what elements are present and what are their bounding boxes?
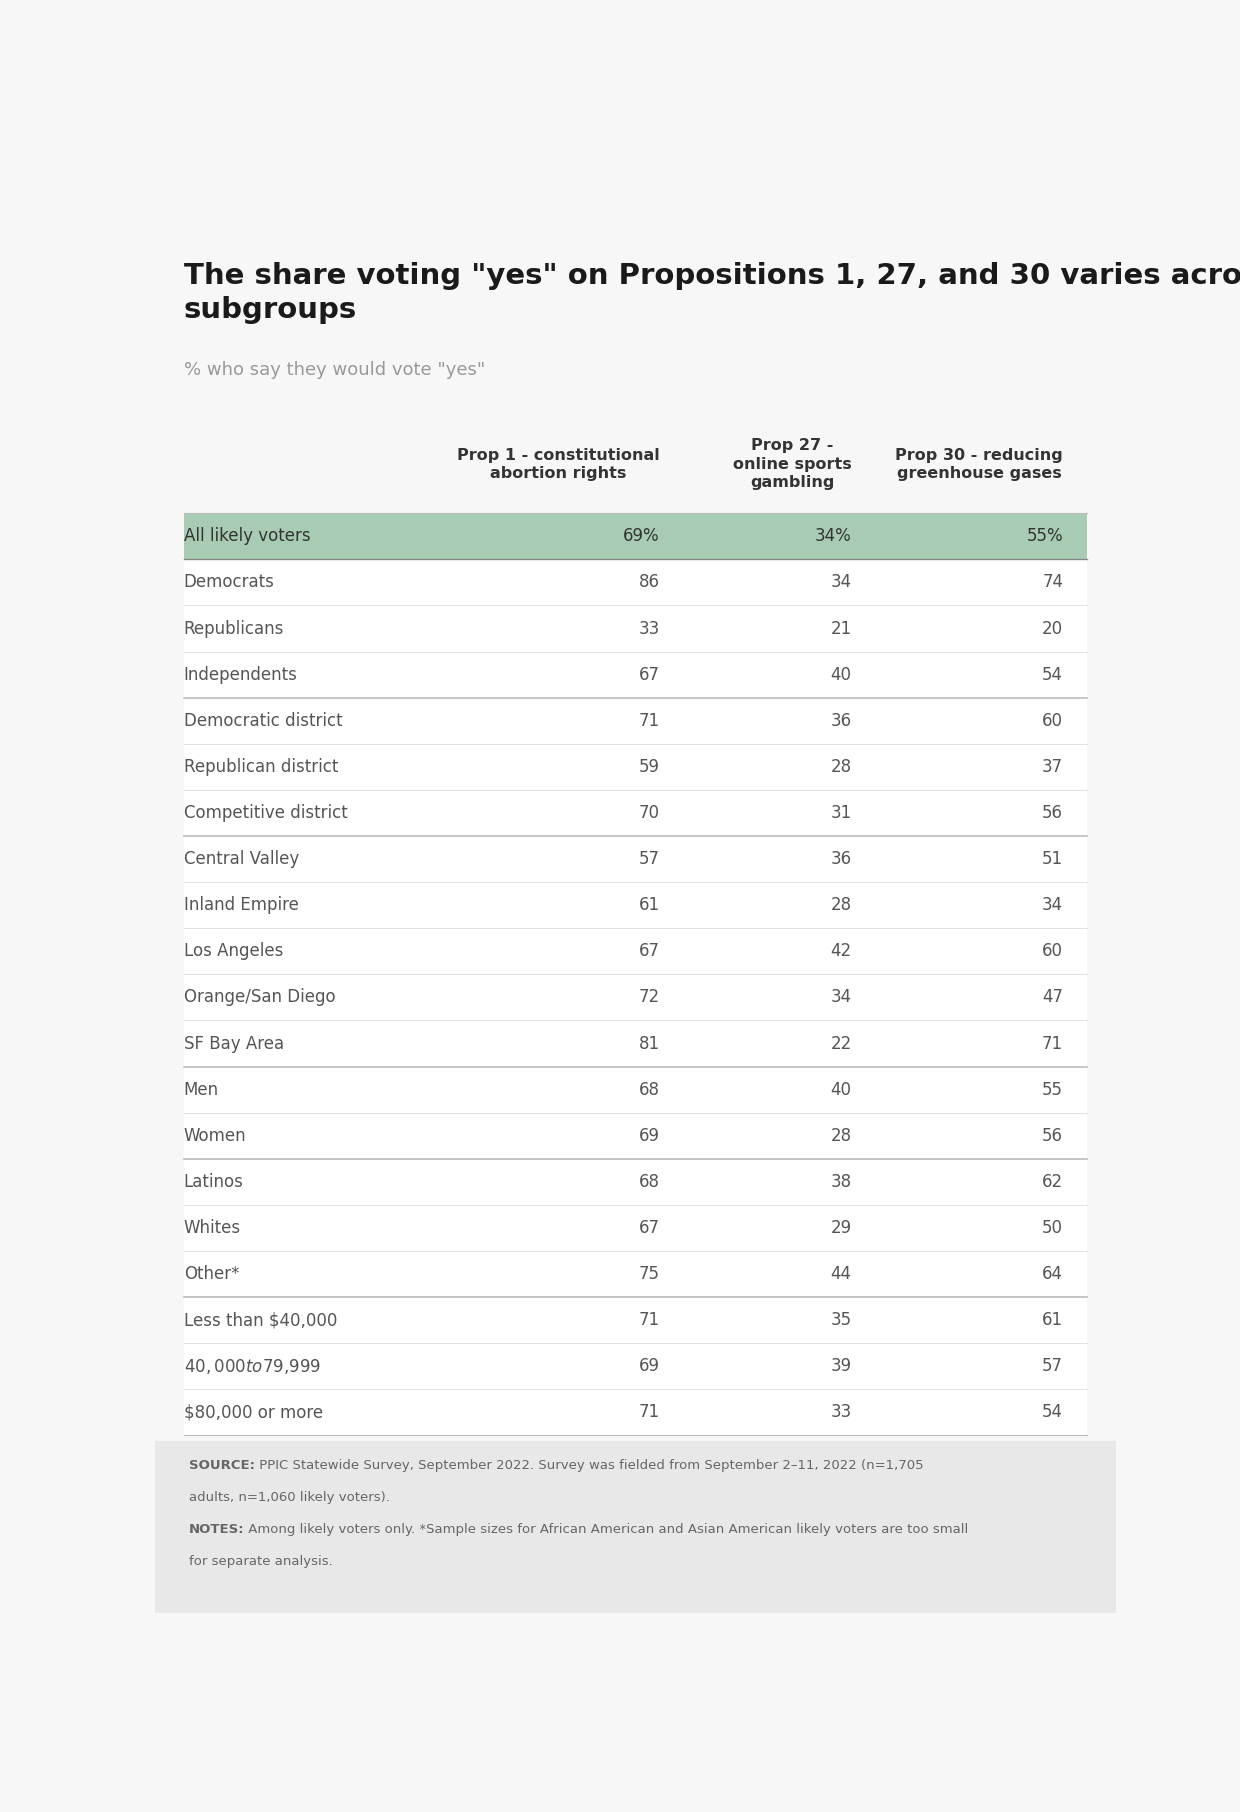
Text: for separate analysis.: for separate analysis. [188, 1555, 332, 1569]
Text: SF Bay Area: SF Bay Area [184, 1035, 284, 1053]
Text: 68: 68 [639, 1080, 660, 1098]
Text: 64: 64 [1042, 1265, 1063, 1283]
Text: 69: 69 [639, 1357, 660, 1375]
Text: 57: 57 [1042, 1357, 1063, 1375]
Text: 29: 29 [831, 1219, 852, 1238]
Text: $40,000 to $79,999: $40,000 to $79,999 [184, 1357, 321, 1375]
Text: 71: 71 [639, 1312, 660, 1330]
Bar [155, 1441, 1116, 1613]
Text: Independents: Independents [184, 665, 298, 683]
Text: 75: 75 [639, 1265, 660, 1283]
Text: 71: 71 [1042, 1035, 1063, 1053]
Text: 20: 20 [1042, 620, 1063, 638]
Text: Whites: Whites [184, 1219, 241, 1238]
Text: 51: 51 [1042, 850, 1063, 868]
Text: Competitive district: Competitive district [184, 805, 347, 823]
Text: 56: 56 [1042, 1127, 1063, 1145]
Text: 69: 69 [639, 1127, 660, 1145]
Text: 50: 50 [1042, 1219, 1063, 1238]
Text: 47: 47 [1042, 988, 1063, 1006]
Text: 34%: 34% [815, 527, 852, 545]
Text: 40: 40 [831, 1080, 852, 1098]
Text: 28: 28 [831, 757, 852, 776]
Text: 60: 60 [1042, 942, 1063, 960]
Text: 55%: 55% [1027, 527, 1063, 545]
Text: 21: 21 [831, 620, 852, 638]
Text: 67: 67 [639, 1219, 660, 1238]
Text: Prop 1 - constitutional
abortion rights: Prop 1 - constitutional abortion rights [456, 448, 660, 482]
Text: 54: 54 [1042, 665, 1063, 683]
Text: 61: 61 [639, 897, 660, 915]
Text: 59: 59 [639, 757, 660, 776]
Text: 81: 81 [639, 1035, 660, 1053]
Text: Women: Women [184, 1127, 247, 1145]
Text: Los Angeles: Los Angeles [184, 942, 283, 960]
Bar [184, 513, 1087, 560]
Text: Less than $40,000: Less than $40,000 [184, 1312, 337, 1330]
Text: 35: 35 [831, 1312, 852, 1330]
Text: 69%: 69% [622, 527, 660, 545]
Text: The share voting "yes" on Propositions 1, 27, and 30 varies across
subgroups: The share voting "yes" on Propositions 1… [184, 263, 1240, 324]
Text: Orange/San Diego: Orange/San Diego [184, 988, 336, 1006]
Text: All likely voters: All likely voters [184, 527, 310, 545]
Text: 28: 28 [831, 897, 852, 915]
Text: % who say they would vote "yes": % who say they would vote "yes" [184, 361, 485, 379]
Text: 42: 42 [831, 942, 852, 960]
Text: 36: 36 [831, 850, 852, 868]
Text: Republicans: Republicans [184, 620, 284, 638]
Text: Prop 30 - reducing
greenhouse gases: Prop 30 - reducing greenhouse gases [895, 448, 1063, 482]
Text: 71: 71 [639, 712, 660, 730]
Text: 86: 86 [639, 573, 660, 591]
Text: 34: 34 [1042, 897, 1063, 915]
Text: Latinos: Latinos [184, 1172, 244, 1190]
Text: 40: 40 [831, 665, 852, 683]
Text: 54: 54 [1042, 1404, 1063, 1421]
Bar [184, 513, 1087, 1435]
Text: 22: 22 [831, 1035, 852, 1053]
Text: 68: 68 [639, 1172, 660, 1190]
Text: 74: 74 [1042, 573, 1063, 591]
Text: 67: 67 [639, 665, 660, 683]
Text: 60: 60 [1042, 712, 1063, 730]
Text: Democrats: Democrats [184, 573, 275, 591]
Text: 55: 55 [1042, 1080, 1063, 1098]
Text: 44: 44 [831, 1265, 852, 1283]
Text: Men: Men [184, 1080, 219, 1098]
Text: Among likely voters only. *Sample sizes for African American and Asian American : Among likely voters only. *Sample sizes … [244, 1524, 968, 1537]
Text: 36: 36 [831, 712, 852, 730]
Text: Central Valley: Central Valley [184, 850, 299, 868]
Text: Inland Empire: Inland Empire [184, 897, 299, 915]
Text: 33: 33 [639, 620, 660, 638]
Text: 57: 57 [639, 850, 660, 868]
Text: 56: 56 [1042, 805, 1063, 823]
Text: Democratic district: Democratic district [184, 712, 342, 730]
Text: $80,000 or more: $80,000 or more [184, 1404, 322, 1421]
Text: 71: 71 [639, 1404, 660, 1421]
Text: Prop 27 -
online sports
gambling: Prop 27 - online sports gambling [733, 439, 852, 491]
Text: SOURCE:: SOURCE: [188, 1459, 254, 1471]
Text: 39: 39 [831, 1357, 852, 1375]
Text: 31: 31 [831, 805, 852, 823]
Text: 33: 33 [831, 1404, 852, 1421]
Text: PPIC Statewide Survey, September 2022. Survey was fielded from September 2–11, 2: PPIC Statewide Survey, September 2022. S… [254, 1459, 924, 1471]
Text: 38: 38 [831, 1172, 852, 1190]
Text: 34: 34 [831, 573, 852, 591]
Text: Other*: Other* [184, 1265, 239, 1283]
Text: 28: 28 [831, 1127, 852, 1145]
Text: 61: 61 [1042, 1312, 1063, 1330]
Text: Republican district: Republican district [184, 757, 339, 776]
Text: 37: 37 [1042, 757, 1063, 776]
Text: adults, n=1,060 likely voters).: adults, n=1,060 likely voters). [188, 1491, 389, 1504]
Text: 70: 70 [639, 805, 660, 823]
Text: 34: 34 [831, 988, 852, 1006]
Text: 72: 72 [639, 988, 660, 1006]
Text: 62: 62 [1042, 1172, 1063, 1190]
Text: NOTES:: NOTES: [188, 1524, 244, 1537]
Text: 67: 67 [639, 942, 660, 960]
